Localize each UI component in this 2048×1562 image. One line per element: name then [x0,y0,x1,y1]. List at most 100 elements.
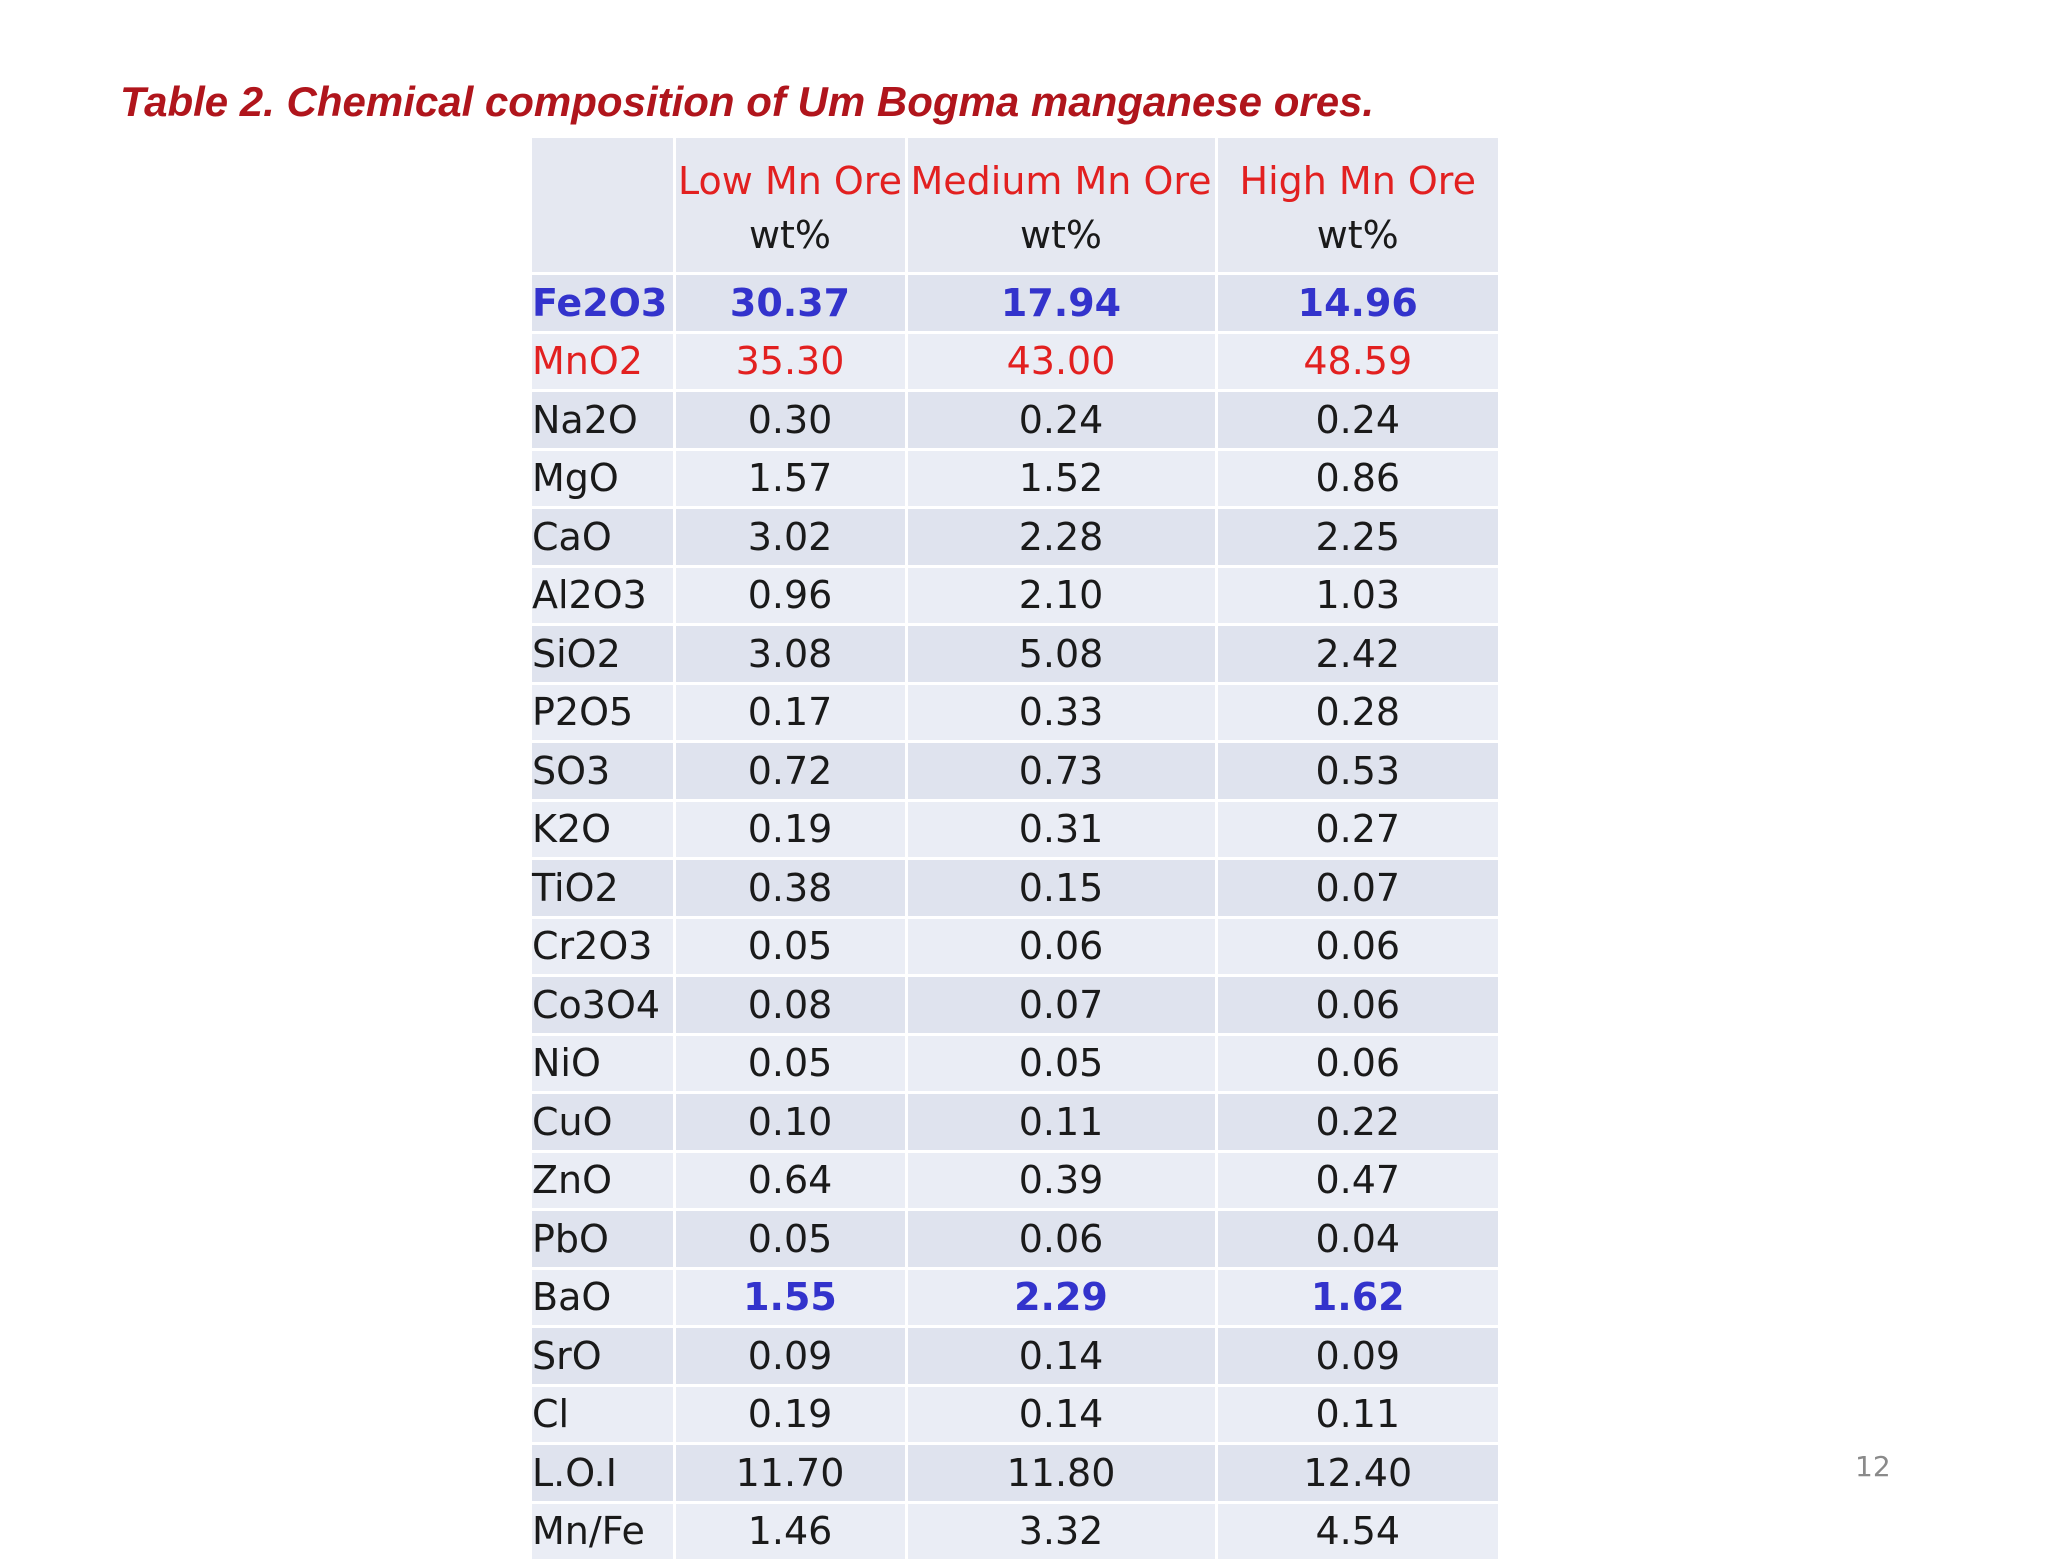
cell-low: 3.08 [672,624,906,685]
cell-low: 0.05 [672,917,906,977]
cell-high: 0.04 [1214,1209,1498,1270]
cell-medium: 0.31 [904,800,1216,860]
cell-high: 0.06 [1214,917,1498,977]
cell-medium: 0.39 [904,1151,1216,1211]
table-header-row: Low Mn Ore wt% Medium Mn Ore wt% High Mn… [532,138,1498,275]
header-label: Low Mn Ore [678,159,902,203]
slide-title: Table 2. Chemical composition of Um Bogm… [120,78,1375,125]
table-row: BaO 1.55 2.29 1.62 [532,1268,1498,1328]
table-row: TiO2 0.38 0.15 0.07 [532,858,1498,919]
table-row: PbO 0.05 0.06 0.04 [532,1209,1498,1270]
cell-low: 3.02 [672,507,906,568]
cell-low: 0.19 [672,800,906,860]
cell-medium: 3.32 [904,1502,1216,1562]
table-row: Mn/Fe 1.46 3.32 4.54 [532,1502,1498,1562]
table-row: Cr2O3 0.05 0.06 0.06 [532,917,1498,977]
cell-high: 0.47 [1214,1151,1498,1211]
row-label: MgO [532,449,674,509]
row-label: P2O5 [532,683,674,743]
row-label: NiO [532,1034,674,1094]
cell-high: 1.62 [1214,1268,1498,1328]
cell-high: 0.22 [1214,1092,1498,1153]
cell-high: 2.42 [1214,624,1498,685]
cell-medium: 0.06 [904,917,1216,977]
cell-low: 1.55 [672,1268,906,1328]
cell-high: 0.27 [1214,800,1498,860]
cell-high: 0.06 [1214,975,1498,1036]
table-row: MgO 1.57 1.52 0.86 [532,449,1498,509]
row-label: Mn/Fe [532,1502,674,1562]
row-label: MnO2 [532,332,674,392]
row-label: SO3 [532,741,674,802]
cell-low: 0.19 [672,1385,906,1445]
header-medium-mn-ore: Medium Mn Ore wt% [904,138,1216,275]
row-label: CaO [532,507,674,568]
cell-low: 0.30 [672,390,906,451]
header-unit: wt% [1316,213,1399,257]
cell-low: 35.30 [672,332,906,392]
cell-high: 0.28 [1214,683,1498,743]
cell-medium: 5.08 [904,624,1216,685]
cell-medium: 11.80 [904,1443,1216,1504]
table-row: Co3O4 0.08 0.07 0.06 [532,975,1498,1036]
table-row: NiO 0.05 0.05 0.06 [532,1034,1498,1094]
cell-medium: 17.94 [904,273,1216,334]
table-row: MnO2 35.30 43.00 48.59 [532,332,1498,392]
cell-high: 12.40 [1214,1443,1498,1504]
cell-high: 1.03 [1214,566,1498,626]
header-corner [532,138,674,275]
cell-medium: 2.29 [904,1268,1216,1328]
cell-low: 0.72 [672,741,906,802]
cell-high: 48.59 [1214,332,1498,392]
row-label: CuO [532,1092,674,1153]
cell-low: 0.05 [672,1209,906,1270]
cell-high: 2.25 [1214,507,1498,568]
table-row: P2O5 0.17 0.33 0.28 [532,683,1498,743]
table-row: Na2O 0.30 0.24 0.24 [532,390,1498,451]
table-row: SO3 0.72 0.73 0.53 [532,741,1498,802]
cell-medium: 0.15 [904,858,1216,919]
row-label: SrO [532,1326,674,1387]
cell-low: 0.08 [672,975,906,1036]
table-row: SrO 0.09 0.14 0.09 [532,1326,1498,1387]
cell-medium: 2.28 [904,507,1216,568]
cell-medium: 0.24 [904,390,1216,451]
cell-medium: 0.06 [904,1209,1216,1270]
cell-low: 0.64 [672,1151,906,1211]
cell-high: 0.86 [1214,449,1498,509]
cell-high: 0.09 [1214,1326,1498,1387]
cell-high: 0.53 [1214,741,1498,802]
row-label: ZnO [532,1151,674,1211]
header-unit: wt% [748,213,832,257]
cell-low: 1.46 [672,1502,906,1562]
cell-high: 4.54 [1214,1502,1498,1562]
header-low-mn-ore: Low Mn Ore wt% [672,138,906,275]
table-row: CuO 0.10 0.11 0.22 [532,1092,1498,1153]
table-row: K2O 0.19 0.31 0.27 [532,800,1498,860]
cell-high: 14.96 [1214,273,1498,334]
cell-medium: 1.52 [904,449,1216,509]
cell-high: 0.24 [1214,390,1498,451]
table-row: Cl 0.19 0.14 0.11 [532,1385,1498,1445]
table-row: ZnO 0.64 0.39 0.47 [532,1151,1498,1211]
cell-medium: 2.10 [904,566,1216,626]
row-label: Co3O4 [532,975,674,1036]
table-row: CaO 3.02 2.28 2.25 [532,507,1498,568]
cell-high: 0.11 [1214,1385,1498,1445]
cell-medium: 0.11 [904,1092,1216,1153]
row-label: Al2O3 [532,566,674,626]
cell-medium: 0.14 [904,1385,1216,1445]
cell-medium: 0.33 [904,683,1216,743]
cell-medium: 43.00 [904,332,1216,392]
cell-high: 0.06 [1214,1034,1498,1094]
header-label: Medium Mn Ore [910,159,1212,203]
table-row: L.O.I 11.70 11.80 12.40 [532,1443,1498,1504]
table-row: Fe2O3 30.37 17.94 14.96 [532,273,1498,334]
cell-medium: 0.14 [904,1326,1216,1387]
cell-low: 1.57 [672,449,906,509]
row-label: PbO [532,1209,674,1270]
cell-medium: 0.73 [904,741,1216,802]
row-label: K2O [532,800,674,860]
row-label: Na2O [532,390,674,451]
cell-medium: 0.05 [904,1034,1216,1094]
